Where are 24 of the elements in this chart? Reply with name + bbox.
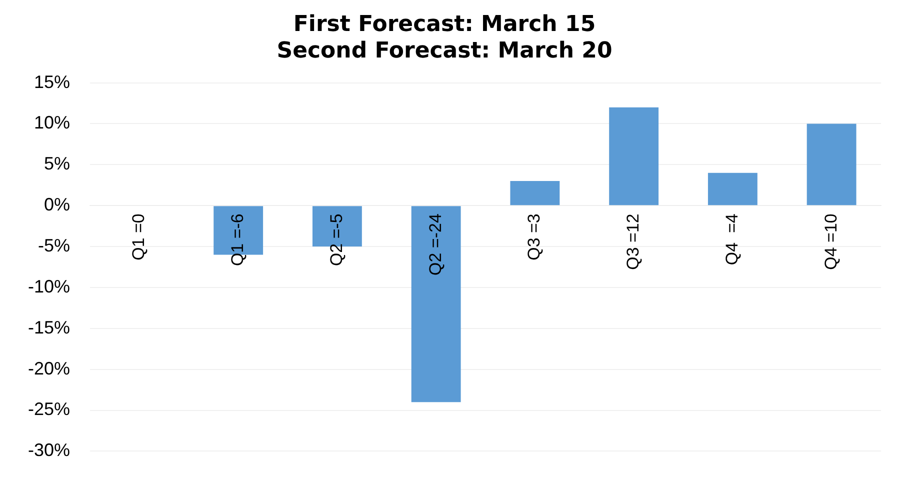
bar [708, 172, 758, 206]
y-tick-label: -25% [28, 399, 70, 420]
chart-title: First Forecast: March 15 Second Forecast: March 20 [276, 12, 612, 64]
bar [510, 181, 560, 206]
y-tick-label: 15% [34, 72, 70, 92]
y-tick-label: -15% [28, 317, 70, 338]
y-tick-label: 5% [44, 154, 70, 174]
bar [609, 107, 659, 206]
x-tick-label: Q2 =-5 [326, 214, 346, 266]
y-tick-label: 10% [34, 112, 70, 133]
x-tick-label: Q3 =3 [524, 214, 544, 260]
y-tick-label: -20% [28, 358, 70, 378]
x-tick-label: Q3 =12 [624, 214, 643, 270]
x-tick-label: Q4 =4 [722, 214, 742, 266]
x-tick-label: Q1 =-6 [228, 214, 248, 266]
y-tick-label: 0% [44, 194, 70, 215]
x-tick-label: Q4 =10 [821, 214, 840, 270]
x-tick-label: Q1 =0 [129, 214, 148, 260]
bar [411, 206, 461, 402]
y-tick-label: -10% [28, 276, 70, 296]
y-tick-label: -5% [38, 236, 70, 256]
y-tick-label: -30% [28, 440, 70, 460]
x-tick-label: Q2 =-24 [426, 214, 445, 276]
bar [806, 124, 856, 206]
